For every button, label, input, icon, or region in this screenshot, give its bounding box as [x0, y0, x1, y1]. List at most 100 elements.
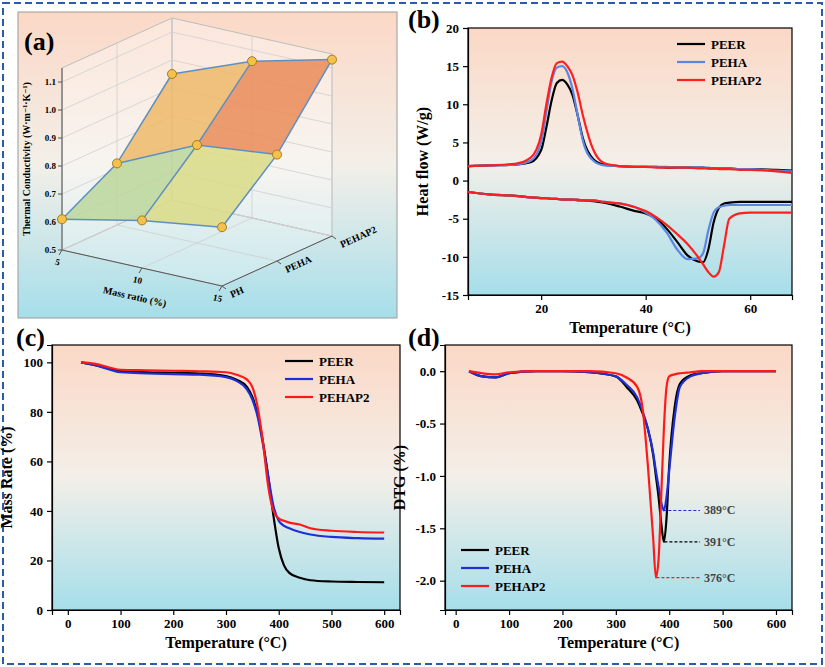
tick: 100: [111, 610, 131, 631]
axes-box: 0.50.60.70.80.91.01.151015Mass ratio (%)…: [21, 18, 378, 310]
tick: 20: [446, 21, 468, 36]
tick: 500: [713, 610, 733, 631]
tick-label: 600: [375, 616, 395, 631]
tick-label: 100: [500, 616, 520, 631]
tick-mark: [139, 268, 142, 273]
tick-mark: [440, 423, 445, 424]
tick: 20: [535, 295, 548, 316]
tick-mark: [58, 166, 62, 167]
plot-area: [468, 62, 792, 277]
tick-label: PEHAP2: [338, 224, 378, 250]
tick-label: 100: [24, 355, 44, 370]
tick-label: -1.0: [415, 469, 436, 484]
tick: 200: [553, 610, 573, 631]
legend: PEERPEHAPEHAP2: [677, 37, 762, 88]
tick-label: 0.8: [45, 161, 57, 171]
plot-background: [18, 12, 397, 318]
tick: -2.0: [415, 573, 445, 588]
annotation: 389°C: [704, 503, 735, 517]
tick-mark: [440, 476, 445, 477]
tick-mark: [463, 219, 468, 220]
legend-swatch: [461, 585, 489, 587]
tick: 0: [453, 173, 469, 188]
tick-label: 1.0: [45, 105, 57, 115]
x-axis-title: Temperature (°C): [569, 319, 690, 337]
tick-label: 0.5: [45, 245, 57, 255]
surface-line: [142, 61, 252, 220]
tick-label: 500: [322, 616, 342, 631]
tick: 80: [30, 405, 52, 420]
tick-label: -5: [448, 211, 459, 226]
data-point: [328, 55, 337, 64]
tick-label: -15: [442, 288, 460, 303]
annotation-line: [664, 541, 700, 542]
legend-label: PEER: [711, 37, 746, 52]
tick: -0.5: [415, 416, 445, 431]
tick-mark: [219, 286, 222, 291]
plot-background: [445, 345, 792, 610]
legend-swatch: [677, 61, 705, 63]
tick: 0: [65, 610, 72, 631]
tick-label: 80: [30, 405, 43, 420]
tick: -10: [442, 250, 468, 265]
plot-frame: [445, 345, 792, 610]
tick-mark: [120, 610, 121, 615]
tick-mark: [646, 295, 647, 300]
tick-mark: [47, 461, 52, 462]
tick: 10: [446, 97, 468, 112]
tick: 0: [453, 610, 460, 631]
y-axis-title: Heat flow (W/g): [414, 107, 432, 216]
data-point: [138, 216, 147, 225]
x-axis-line: [62, 250, 222, 286]
plot-area: [81, 362, 384, 582]
series-line: [81, 362, 384, 538]
tick: 200: [164, 610, 184, 631]
panel: 01002003004005006000.0-0.5-1.0-1.5-2.038…: [391, 323, 793, 652]
series-line: [469, 371, 776, 577]
legend-label: PEER: [495, 543, 530, 558]
tick: -5: [448, 211, 468, 226]
tick-mark: [463, 28, 468, 29]
tick-label: PH: [228, 284, 245, 300]
legend-label: PEHA: [495, 561, 532, 576]
legend-label: PEHAP2: [495, 579, 546, 594]
tick-mark: [509, 610, 510, 615]
tick: 60: [30, 454, 52, 469]
surface-line: [62, 74, 172, 219]
tick-mark: [463, 104, 468, 105]
tick-label: 600: [767, 616, 787, 631]
tick-label: -2.0: [415, 573, 436, 588]
tick-mark: [222, 286, 226, 289]
tick: 60: [744, 295, 757, 316]
tick-mark: [68, 610, 69, 615]
tick: 20: [30, 553, 52, 568]
tick-label: 0.9: [45, 133, 57, 143]
tick-label: 0.7: [45, 189, 57, 199]
tick-label: 5: [54, 257, 61, 268]
y-axis: 020406080100: [24, 346, 53, 618]
y-axis: 0.0-0.5-1.0-1.5-2.0: [415, 346, 445, 611]
series-line: [468, 192, 792, 259]
tick: 400: [660, 610, 680, 631]
tick: -1.5: [415, 521, 445, 536]
panel-label: (b): [408, 5, 440, 34]
series-line: [468, 192, 792, 262]
tick-label: 0.6: [45, 217, 57, 227]
tick-mark: [440, 371, 445, 372]
tick-label: 0: [37, 603, 44, 618]
plot-frame: [52, 345, 400, 610]
annotation: 391°C: [704, 535, 735, 549]
data-point: [168, 70, 177, 79]
x-axis-line: [53, 611, 401, 616]
tick-mark: [463, 66, 468, 67]
data-point: [273, 150, 282, 159]
tick: 300: [607, 610, 627, 631]
tick-label: 1.1: [45, 77, 57, 87]
tick-mark: [173, 610, 174, 615]
legend: PEER PEHA PEHAP2: [461, 543, 546, 594]
series-line: [469, 371, 776, 510]
plot-area: [58, 55, 337, 232]
data-point: [193, 141, 202, 150]
tick-label: 60: [744, 301, 757, 316]
tick: 100: [24, 355, 53, 370]
